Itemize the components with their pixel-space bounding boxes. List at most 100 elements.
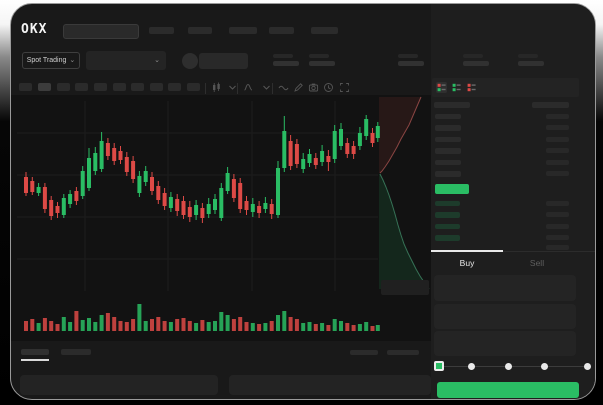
order-input-field[interactable]	[434, 304, 576, 329]
search-input[interactable]	[63, 24, 139, 39]
okx-logo: OKX	[21, 22, 48, 37]
pair-selector-dropdown[interactable]: ⌄	[86, 51, 166, 70]
tabs-divider	[431, 251, 595, 252]
wave-icon[interactable]	[278, 82, 289, 93]
candle	[61, 198, 66, 215]
candle	[301, 159, 306, 169]
volume-bar	[307, 322, 312, 331]
volume-bar	[257, 324, 262, 331]
bid-price-bar[interactable]	[435, 223, 460, 229]
order-input-field[interactable]	[434, 275, 576, 301]
slider-stop-dot[interactable]	[504, 363, 512, 370]
candles-icon[interactable]	[211, 82, 222, 93]
volume-bar	[194, 323, 199, 331]
last-price-badge[interactable]	[435, 184, 469, 194]
avatar[interactable]	[182, 53, 198, 69]
tab-sell[interactable]: Sell	[529, 258, 545, 268]
chevron-down-icon[interactable]	[227, 82, 238, 93]
bottom-action-left[interactable]	[350, 350, 378, 355]
volume-bar	[370, 326, 375, 331]
volume-bar	[118, 321, 123, 331]
bid-price-bar[interactable]	[435, 235, 460, 241]
volume-bar	[250, 323, 255, 331]
volume-bar	[36, 323, 41, 331]
volume-bar	[181, 318, 186, 331]
candle	[288, 141, 293, 166]
timeframe-button[interactable]	[57, 83, 70, 91]
slider-stop-dot[interactable]	[467, 363, 475, 370]
volume-bar	[231, 319, 236, 331]
ask-amount-bar	[546, 148, 569, 153]
toolbar-divider	[272, 83, 273, 94]
candle	[87, 158, 91, 188]
candle	[238, 183, 243, 209]
nav-item[interactable]	[311, 27, 338, 34]
bottom-panel-left	[20, 375, 218, 395]
timeframe-button[interactable]	[168, 83, 181, 91]
depth-footer-panel	[381, 280, 429, 295]
book-asks-icon[interactable]	[466, 82, 477, 93]
bottom-tab[interactable]	[61, 349, 91, 355]
market-type-dropdown[interactable]: Spot Trading ⌄	[22, 52, 80, 69]
timeframe-button[interactable]	[150, 83, 163, 91]
volume-bar	[61, 317, 66, 331]
timeframe-button[interactable]	[113, 83, 126, 91]
ask-price-bar[interactable]	[435, 171, 461, 177]
bottom-action-right[interactable]	[387, 350, 419, 355]
buy-submit-button[interactable]	[437, 382, 579, 398]
nav-item[interactable]	[229, 27, 257, 34]
candle	[131, 161, 136, 179]
indicator-icon[interactable]	[243, 82, 254, 93]
chevron-down-icon[interactable]	[261, 82, 272, 93]
slider-stop-dot[interactable]	[583, 363, 591, 370]
timeframe-button[interactable]	[94, 83, 107, 91]
volume-bar	[124, 322, 129, 331]
bid-amount-bar	[546, 200, 569, 206]
ask-amount-bar	[546, 159, 569, 165]
nav-item[interactable]	[269, 27, 294, 34]
candlestick-chart[interactable]	[11, 4, 596, 400]
order-input-field[interactable]	[434, 331, 576, 356]
account-button[interactable]	[199, 53, 248, 69]
timeframe-button[interactable]	[187, 83, 200, 91]
bottom-tab-active[interactable]	[21, 349, 49, 355]
slider-stop-dot[interactable]	[540, 363, 548, 370]
timeframe-button[interactable]	[38, 83, 51, 91]
timeframe-button[interactable]	[19, 83, 32, 91]
tab-buy[interactable]: Buy	[459, 258, 475, 268]
ask-price-bar[interactable]	[435, 159, 461, 165]
bottom-panel-right	[229, 375, 431, 395]
book-combined-icon[interactable]	[436, 82, 447, 93]
nav-item[interactable]	[149, 27, 174, 34]
candle	[231, 179, 236, 198]
candle	[326, 156, 331, 162]
volume-bar	[187, 321, 192, 331]
bid-price-bar[interactable]	[435, 212, 460, 218]
bid-price-bar[interactable]	[435, 200, 460, 206]
timeframe-button[interactable]	[131, 83, 144, 91]
candle	[206, 204, 211, 214]
pencil-icon[interactable]	[293, 82, 304, 93]
bottom-tab-underline	[21, 359, 49, 361]
orderbook-col-header-amount	[532, 102, 569, 108]
timeframe-button[interactable]	[75, 83, 88, 91]
expand-icon[interactable]	[339, 82, 350, 93]
ask-price-bar[interactable]	[435, 136, 461, 142]
book-bids-icon[interactable]	[451, 82, 462, 93]
volume-bar	[276, 315, 280, 331]
volume-bar	[150, 319, 154, 331]
volume-bar	[244, 322, 249, 331]
nav-item[interactable]	[188, 27, 212, 34]
amount-slider-handle[interactable]	[434, 361, 444, 371]
candle	[345, 143, 350, 154]
volume-bar	[175, 319, 180, 331]
ask-price-bar[interactable]	[435, 148, 461, 154]
ask-price-bar[interactable]	[435, 125, 461, 131]
ask-price-bar[interactable]	[435, 113, 461, 119]
history-icon[interactable]	[323, 82, 334, 93]
amount-slider-track[interactable]	[439, 366, 587, 367]
volume-bar	[313, 324, 318, 331]
candle	[225, 173, 230, 191]
camera-icon[interactable]	[308, 82, 319, 93]
bid-amount-bar	[546, 223, 569, 229]
